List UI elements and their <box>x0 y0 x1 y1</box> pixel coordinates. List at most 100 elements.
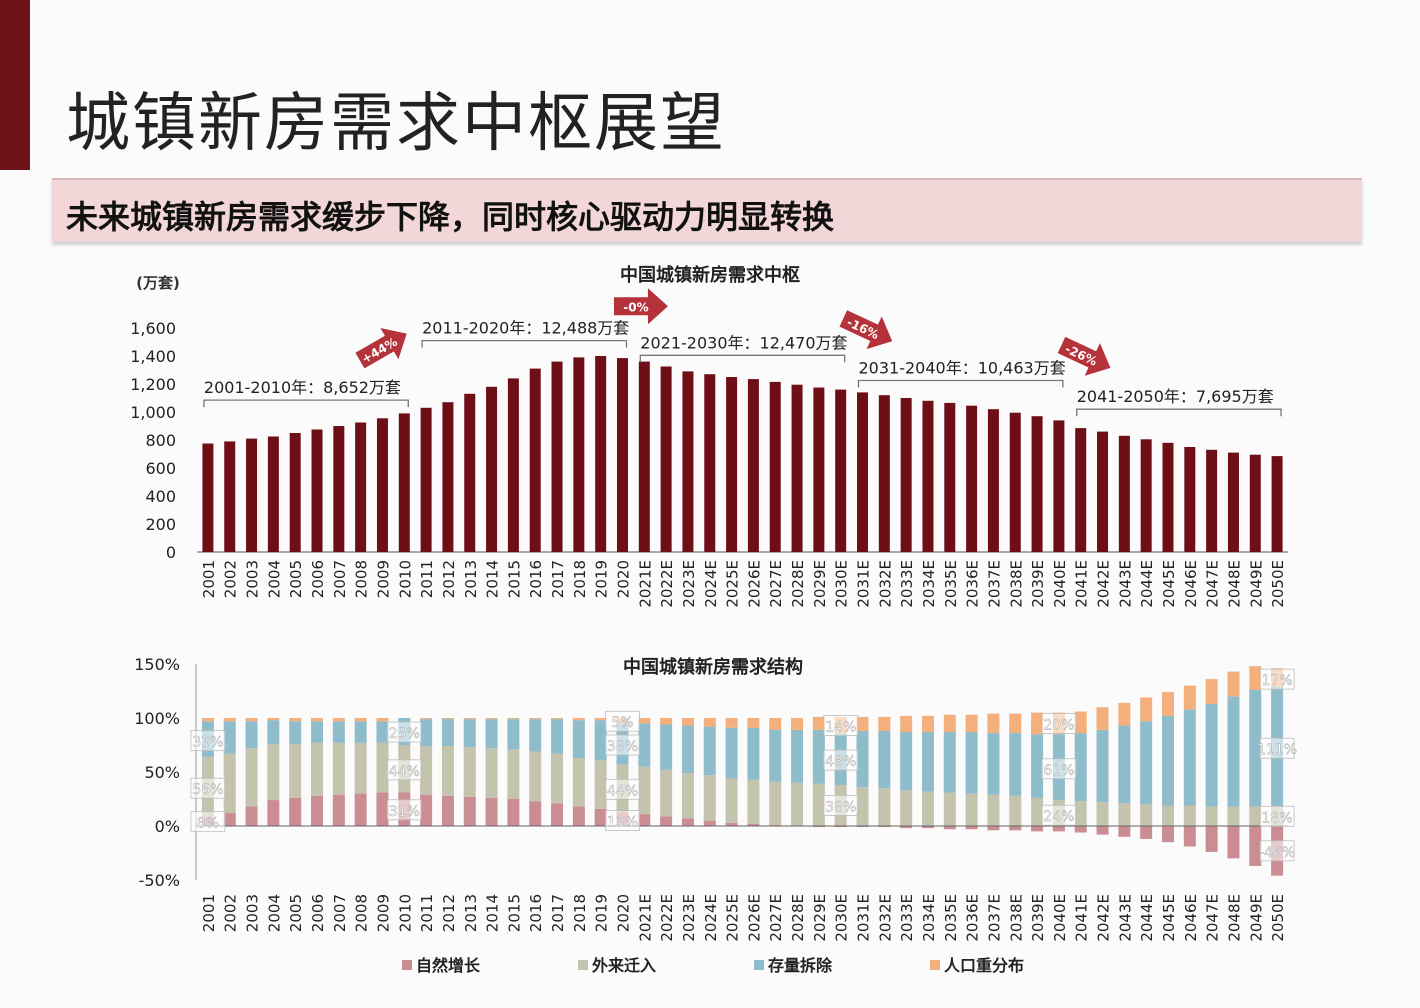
chart2-segment <box>878 716 891 731</box>
data-label-box <box>605 710 640 732</box>
data-label: -46% <box>1259 845 1295 861</box>
chart2-segment <box>965 826 978 830</box>
chart1-xtick: 2005 <box>287 560 305 598</box>
chart1-bar <box>551 361 563 552</box>
chart2-segment <box>267 800 280 826</box>
chart2-segment <box>856 716 869 731</box>
chart2-segment <box>1096 729 1109 803</box>
data-label-box <box>605 778 640 800</box>
chart1-xtick: 2010 <box>396 560 414 598</box>
chart2-segment <box>769 729 782 782</box>
chart2-segment <box>1140 697 1153 722</box>
chart2-segment <box>594 760 607 809</box>
chart2-xtick: 2041E <box>1073 894 1091 942</box>
chart2-segment <box>507 749 520 799</box>
chart2-segment <box>572 757 585 807</box>
chart1-xtick: 2048E <box>1225 560 1243 608</box>
chart1-xtick: 2026E <box>745 560 763 608</box>
data-label-box <box>605 734 640 756</box>
chart2-segment <box>572 720 585 758</box>
chart2-segment <box>245 721 258 749</box>
data-label: 61% <box>1043 763 1074 779</box>
chart2-segment <box>900 732 913 791</box>
period-bracket <box>1076 408 1282 417</box>
chart2-segment <box>572 806 585 826</box>
chart2-segment <box>1074 733 1087 802</box>
chart2-xtick: 2018 <box>571 894 589 932</box>
chart1-bar <box>1009 412 1021 552</box>
chart2-segment <box>703 775 716 821</box>
chart2-segment <box>965 793 978 826</box>
chart2-xtick: 2048E <box>1225 894 1243 942</box>
chart2-segment <box>747 779 760 824</box>
chart2-segment <box>376 721 389 743</box>
chart2-xtick: 2022E <box>658 894 676 942</box>
chart2-segment <box>987 733 1000 795</box>
chart2-segment <box>1031 734 1044 798</box>
chart2-segment <box>943 714 956 733</box>
chart1-bar <box>1031 416 1043 552</box>
chart1-bar <box>1227 452 1239 552</box>
chart2-xtick: 2029E <box>811 894 829 942</box>
chart1-xtick: 2025E <box>724 560 742 608</box>
chart1-bar <box>311 429 323 552</box>
chart2-segment <box>965 714 978 733</box>
chart2-segment <box>551 719 564 754</box>
chart2-xtick: 2042E <box>1095 894 1113 942</box>
chart2-segment <box>420 794 433 826</box>
chart2-segment <box>1031 712 1044 735</box>
chart2-xtick: 2012 <box>440 894 458 932</box>
chart1-ytick: 800 <box>145 431 176 450</box>
growth-arrow: +44% <box>355 328 407 369</box>
chart2-segment <box>485 718 498 720</box>
chart2-xtick: 2001 <box>200 894 218 932</box>
chart2-segment <box>812 729 825 784</box>
chart2-segment <box>1140 721 1153 805</box>
chart2-xtick: 2020 <box>614 894 632 932</box>
chart2-segment <box>245 748 258 807</box>
legend-swatch <box>402 960 412 970</box>
chart2-xtick: 2046E <box>1182 894 1200 942</box>
chart1-bar <box>1053 420 1065 552</box>
chart2-segment <box>572 718 585 721</box>
chart1-bar <box>1140 439 1152 552</box>
chart2-segment <box>1161 805 1174 826</box>
chart2-segment <box>1031 826 1044 832</box>
chart1-bar <box>442 402 454 552</box>
chart1-xtick: 2028E <box>789 560 807 608</box>
chart2-xtick: 2043E <box>1116 894 1134 942</box>
legend-label: 存量拆除 <box>768 956 833 975</box>
chart2-xtick: 2045E <box>1160 894 1178 942</box>
chart1-xtick: 2015 <box>505 560 523 598</box>
chart1-bar <box>791 384 803 552</box>
chart2-xtick: 2005 <box>287 894 305 932</box>
data-label: 24% <box>1043 809 1074 825</box>
chart2-segment <box>703 718 716 727</box>
chart2-segment <box>529 718 542 720</box>
chart1-xtick: 2034E <box>920 560 938 608</box>
chart1-xtick: 2049E <box>1247 560 1265 608</box>
data-label: 8% <box>197 816 219 832</box>
chart1-bar <box>1184 447 1196 552</box>
chart2-segment <box>638 718 651 724</box>
chart2-segment <box>921 826 934 829</box>
chart1-xtick: 2038E <box>1007 560 1025 608</box>
chart2-segment <box>1183 709 1196 806</box>
data-label-box <box>1041 758 1077 780</box>
chart1-xtick: 2037E <box>985 560 1003 608</box>
chart2-xtick: 2036E <box>964 894 982 942</box>
growth-arrow-shape <box>1057 336 1111 376</box>
chart2-segment <box>1227 806 1240 826</box>
chart2-segment <box>900 790 913 826</box>
chart2-segment <box>681 818 694 826</box>
chart2-ytick: 150% <box>134 655 180 674</box>
growth-arrow-shape <box>355 328 407 369</box>
chart2-segment <box>1227 671 1240 697</box>
chart2-segment <box>812 826 825 828</box>
chart2-segment <box>1052 826 1065 832</box>
chart2-ytick: 100% <box>134 709 180 728</box>
chart2-xtick: 2027E <box>767 894 785 942</box>
chart2-xtick: 2028E <box>789 894 807 942</box>
chart2-xtick: 2044E <box>1138 894 1156 942</box>
chart2-segment <box>660 816 673 826</box>
